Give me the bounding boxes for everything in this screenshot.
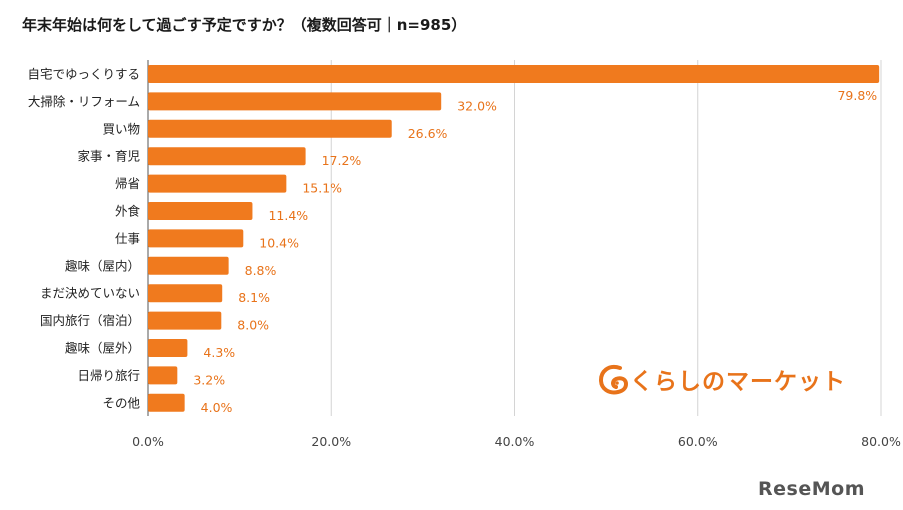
value-label: 4.0% bbox=[201, 400, 233, 415]
value-label: 17.2% bbox=[322, 153, 362, 168]
logo-text: くらしのマーケット bbox=[630, 369, 846, 395]
category-label: 日帰り旅行 bbox=[77, 368, 140, 383]
category-label: 外食 bbox=[115, 204, 141, 219]
bar bbox=[148, 174, 287, 193]
category-label: 国内旅行（宿泊） bbox=[40, 313, 140, 328]
value-label: 11.4% bbox=[268, 208, 308, 223]
category-label: 大掃除・リフォーム bbox=[28, 94, 140, 109]
category-label: その他 bbox=[102, 395, 140, 410]
bar bbox=[148, 92, 442, 111]
x-tick-label: 60.0% bbox=[678, 434, 718, 449]
bar bbox=[148, 256, 229, 275]
category-label: まだ決めていない bbox=[40, 286, 140, 301]
category-label: 買い物 bbox=[102, 121, 140, 136]
bar bbox=[148, 65, 880, 83]
category-label: 帰省 bbox=[115, 176, 140, 191]
value-label: 8.1% bbox=[238, 290, 270, 305]
bar bbox=[148, 366, 178, 385]
x-tick-label: 80.0% bbox=[861, 434, 901, 449]
category-label: 仕事 bbox=[115, 231, 140, 246]
value-label: 8.8% bbox=[245, 263, 277, 278]
category-label: 趣味（屋外） bbox=[65, 341, 140, 356]
category-label: 家事・育児 bbox=[77, 149, 140, 164]
kurashi-market-logo-icon bbox=[598, 365, 628, 395]
bar bbox=[148, 311, 222, 330]
value-label: 32.0% bbox=[457, 98, 497, 113]
watermark: ReseMom bbox=[758, 478, 865, 500]
value-label: 8.0% bbox=[237, 318, 269, 333]
bar bbox=[148, 393, 185, 412]
value-label: 3.2% bbox=[193, 372, 225, 387]
x-tick-label: 40.0% bbox=[495, 434, 535, 449]
value-label: 4.3% bbox=[203, 345, 235, 360]
chart-title: 年末年始は何をして過ごす予定ですか？（複数回答可｜n=985） bbox=[22, 16, 467, 34]
category-label: 趣味（屋内） bbox=[65, 258, 140, 273]
x-tick-label: 20.0% bbox=[311, 434, 351, 449]
kurashi-market-logo: くらしのマーケット bbox=[598, 360, 846, 398]
x-tick-label: 0.0% bbox=[132, 434, 164, 449]
value-label: 79.8% bbox=[837, 88, 877, 103]
value-label: 10.4% bbox=[259, 235, 299, 250]
value-label: 15.1% bbox=[302, 181, 342, 196]
value-label: 26.6% bbox=[408, 126, 448, 141]
bar bbox=[148, 202, 253, 220]
bar bbox=[148, 339, 188, 357]
bar bbox=[148, 229, 244, 248]
bar bbox=[148, 119, 392, 138]
bar bbox=[148, 284, 223, 303]
bar bbox=[148, 147, 306, 166]
category-label: 自宅でゆっくりする bbox=[27, 67, 140, 82]
